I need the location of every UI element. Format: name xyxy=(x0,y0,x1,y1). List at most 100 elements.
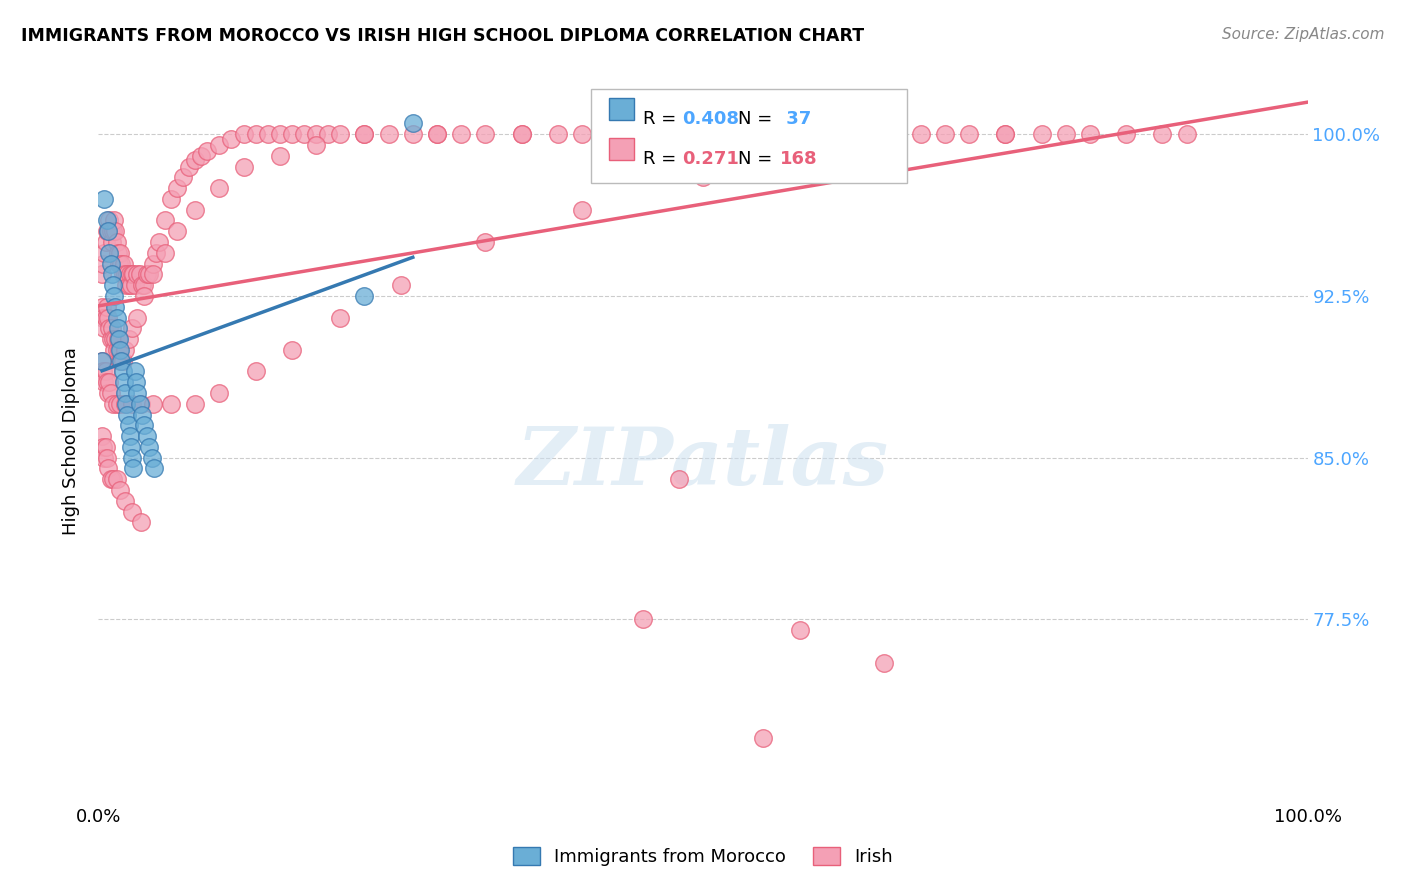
Point xyxy=(245,127,267,141)
Point xyxy=(269,149,291,163)
Point xyxy=(97,461,120,475)
Point xyxy=(316,127,339,141)
Point xyxy=(120,440,142,454)
Point xyxy=(329,127,352,141)
Point xyxy=(105,397,128,411)
Point xyxy=(402,116,425,130)
Point xyxy=(124,278,146,293)
Text: 168: 168 xyxy=(780,150,818,168)
Point xyxy=(115,278,138,293)
Point xyxy=(281,127,304,141)
Point xyxy=(221,131,243,145)
Point xyxy=(114,268,136,282)
Point xyxy=(127,268,149,282)
Point xyxy=(105,235,128,249)
Point xyxy=(166,224,188,238)
Point xyxy=(96,450,118,465)
Point xyxy=(122,461,145,475)
Point xyxy=(142,397,165,411)
Point xyxy=(108,332,131,346)
Point xyxy=(93,245,115,260)
Point xyxy=(121,268,143,282)
Point xyxy=(91,310,114,325)
Text: R =: R = xyxy=(643,150,688,168)
Point xyxy=(166,181,188,195)
Point xyxy=(631,612,654,626)
Point xyxy=(94,440,117,454)
Point xyxy=(120,278,142,293)
Point xyxy=(91,268,114,282)
Point xyxy=(208,138,231,153)
Point xyxy=(474,127,496,141)
Point xyxy=(148,235,170,249)
Point xyxy=(145,245,167,260)
Point xyxy=(111,353,134,368)
Point xyxy=(118,429,141,443)
Point xyxy=(292,127,315,141)
Point xyxy=(94,364,117,378)
Point xyxy=(104,224,127,238)
Point xyxy=(873,127,896,141)
Point xyxy=(668,127,690,141)
Point xyxy=(134,418,156,433)
Point xyxy=(353,127,375,141)
Point xyxy=(813,127,835,141)
Point xyxy=(692,127,714,141)
Point xyxy=(138,268,160,282)
Legend: Immigrants from Morocco, Irish: Immigrants from Morocco, Irish xyxy=(506,839,900,873)
Point xyxy=(97,310,120,325)
Point xyxy=(389,278,412,293)
Point xyxy=(97,386,120,401)
Point xyxy=(141,450,163,465)
Point xyxy=(110,353,132,368)
Point xyxy=(692,170,714,185)
Point xyxy=(96,224,118,238)
Point xyxy=(474,235,496,249)
Point xyxy=(103,289,125,303)
Point xyxy=(122,268,145,282)
Point xyxy=(571,127,593,141)
Point xyxy=(595,127,617,141)
Point xyxy=(108,257,131,271)
Point xyxy=(96,376,118,390)
Point xyxy=(1115,127,1137,141)
Point xyxy=(134,278,156,293)
Point xyxy=(94,235,117,249)
Point xyxy=(121,321,143,335)
Point xyxy=(184,202,207,217)
Point xyxy=(117,268,139,282)
Point xyxy=(103,213,125,227)
Point xyxy=(104,300,127,314)
Point xyxy=(256,127,278,141)
Point xyxy=(160,397,183,411)
Text: 0.271: 0.271 xyxy=(682,150,738,168)
Point xyxy=(153,245,176,260)
Point xyxy=(100,321,122,335)
Point xyxy=(208,181,231,195)
Point xyxy=(114,493,136,508)
Point xyxy=(91,440,114,454)
Point xyxy=(94,310,117,325)
Point xyxy=(426,127,449,141)
Text: ZIPatlas: ZIPatlas xyxy=(517,425,889,502)
Point xyxy=(96,213,118,227)
Point xyxy=(245,364,267,378)
Point xyxy=(118,418,141,433)
Point xyxy=(305,138,328,153)
Point xyxy=(1031,127,1053,141)
Point xyxy=(873,127,896,141)
Point xyxy=(135,429,157,443)
Point xyxy=(135,268,157,282)
Point xyxy=(107,332,129,346)
Point xyxy=(281,343,304,357)
Text: 0.408: 0.408 xyxy=(682,110,740,128)
Text: N =: N = xyxy=(738,150,778,168)
Point xyxy=(172,170,194,185)
Point xyxy=(127,386,149,401)
Point xyxy=(138,440,160,454)
Point xyxy=(100,257,122,271)
Point xyxy=(93,376,115,390)
Point xyxy=(129,397,152,411)
Point xyxy=(91,300,114,314)
Point xyxy=(111,364,134,378)
